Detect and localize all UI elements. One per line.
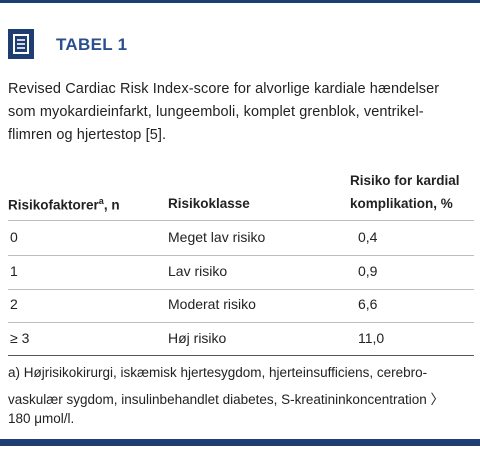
- caption-line: flimren og hjertestop [5].: [8, 127, 167, 143]
- column-header: Risiko for kardial: [350, 173, 460, 188]
- table-cell: 11,0: [358, 329, 385, 346]
- table-cell: Moderat risiko: [168, 296, 256, 312]
- table-cell: 0,9: [358, 262, 378, 279]
- table-title: TABEL 1: [56, 35, 128, 54]
- header-sup: a: [98, 196, 104, 206]
- column-header: komplikation, %: [350, 196, 453, 211]
- row-rule: [8, 255, 474, 256]
- table-bottom-rule: [8, 355, 474, 356]
- header-text: , n: [103, 197, 120, 213]
- caption-line: Revised Cardiac Risk Index-score for alv…: [8, 81, 440, 97]
- table-cell: ≥ 3: [10, 329, 30, 346]
- table-cell: 2: [10, 296, 18, 312]
- header-rule: [8, 220, 474, 221]
- top-rule: [0, 0, 480, 3]
- column-header: Risikofaktorera, n: [8, 196, 120, 213]
- bottom-bar: [0, 439, 480, 446]
- row-rule: [8, 288, 474, 290]
- table-cell: 1: [10, 262, 18, 279]
- table-cell: Høj risiko: [168, 329, 227, 346]
- footnote-line: 180 μmol/l.: [8, 411, 75, 426]
- table-cell: Lav risiko: [168, 262, 228, 279]
- footnote-line: vaskulær sygdom, insulinbehandlet diabet…: [8, 392, 444, 407]
- table-icon: [8, 29, 34, 59]
- table-cell: 0: [10, 229, 18, 245]
- caption-line: som myokardieinfarkt, lungeemboli, kompl…: [8, 104, 424, 120]
- footnote-line: a) Højrisikokirurgi, iskæmisk hjertesygd…: [8, 365, 428, 380]
- column-header: Risikoklasse: [168, 196, 250, 211]
- row-rule: [8, 322, 474, 323]
- header-text: Risikofaktorer: [8, 197, 99, 213]
- table-cell: 0,4: [358, 229, 378, 245]
- table-cell: 6,6: [358, 296, 378, 312]
- table-cell: Meget lav risiko: [168, 229, 266, 245]
